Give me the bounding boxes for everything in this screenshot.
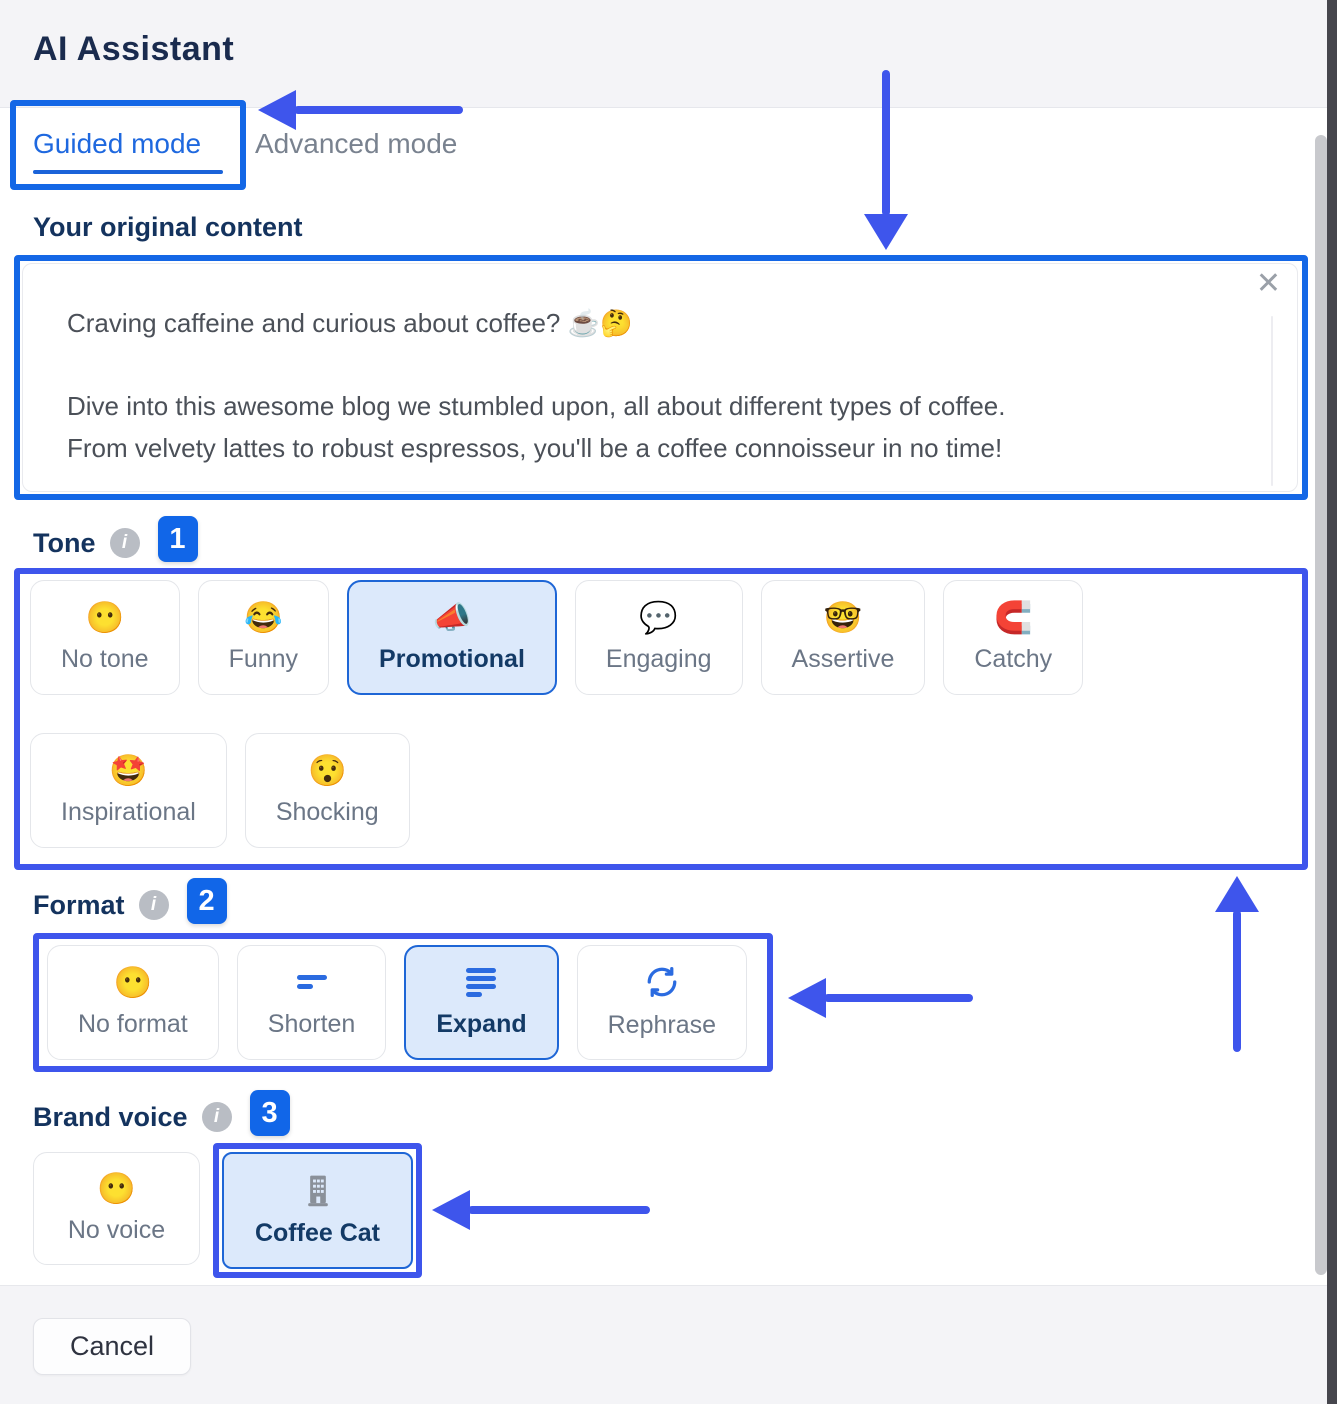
megaphone-icon: 📣 bbox=[432, 599, 472, 635]
tone-option-assertive[interactable]: 🤓 Assertive bbox=[760, 580, 926, 695]
modal-footer: Cancel bbox=[0, 1285, 1327, 1404]
annotation-arrow-tone bbox=[1233, 910, 1241, 1052]
original-content-box: ✕ Craving caffeine and curious about cof… bbox=[14, 255, 1308, 500]
tab-guided-mode[interactable]: Guided mode bbox=[33, 128, 202, 159]
modal-header: AI Assistant bbox=[0, 0, 1327, 108]
original-content-text: Craving caffeine and curious about coffe… bbox=[67, 302, 1197, 469]
face-without-mouth-icon: 😶 bbox=[97, 1170, 136, 1206]
textarea-scrollbar[interactable] bbox=[1271, 316, 1273, 486]
office-building-icon bbox=[302, 1173, 334, 1207]
tone-options-row-1: 😶 No tone 😂 Funny 📣 Promotional 💬 Engagi… bbox=[30, 580, 1084, 695]
brand-voice-label: Brand voice bbox=[33, 1101, 188, 1132]
refresh-arrows-icon bbox=[645, 965, 679, 999]
tone-option-funny[interactable]: 😂 Funny bbox=[197, 580, 330, 695]
brand-voice-option-label: No voice bbox=[67, 1215, 166, 1244]
annotation-arrow-guided-tab bbox=[294, 106, 463, 114]
tone-option-label: Funny bbox=[228, 644, 299, 673]
annotation-arrow-guided-tab-head bbox=[258, 90, 296, 130]
tone-option-label: No tone bbox=[61, 644, 149, 673]
tab-advanced-mode[interactable]: Advanced mode bbox=[255, 128, 458, 159]
speech-balloon-icon: 💬 bbox=[639, 599, 679, 635]
brand-voice-option-no-voice[interactable]: 😶 No voice bbox=[33, 1152, 200, 1265]
face-without-mouth-icon: 😶 bbox=[113, 964, 153, 1000]
format-option-label: Rephrase bbox=[607, 1011, 717, 1039]
brand-voice-option-coffee-cat[interactable]: Coffee Cat bbox=[222, 1152, 413, 1269]
tone-options-row-2: 🤩 Inspirational 😯 Shocking bbox=[30, 733, 410, 848]
annotation-arrow-content-head bbox=[864, 214, 908, 250]
annotation-box-format: 😶 No format Shorten Expand bbox=[33, 933, 773, 1072]
face-without-mouth-icon: 😶 bbox=[85, 599, 125, 635]
tone-info-icon[interactable]: i bbox=[109, 528, 140, 558]
tone-option-engaging[interactable]: 💬 Engaging bbox=[574, 580, 743, 695]
tone-option-label: Promotional bbox=[379, 644, 525, 673]
tone-option-label: Engaging bbox=[605, 644, 712, 673]
scrollbar-thumb[interactable] bbox=[1315, 135, 1327, 1275]
format-option-shorten[interactable]: Shorten bbox=[236, 945, 387, 1060]
content-line: From velvety lattes to robust espressos,… bbox=[67, 433, 1003, 463]
format-option-no-format[interactable]: 😶 No format bbox=[47, 945, 219, 1060]
tone-option-label: Shocking bbox=[275, 797, 379, 826]
format-info-icon[interactable]: i bbox=[138, 890, 169, 920]
expand-lines-icon bbox=[466, 967, 497, 998]
tone-section-header: Tone i 1 bbox=[33, 516, 198, 566]
original-content-textarea[interactable]: ✕ Craving caffeine and curious about cof… bbox=[22, 263, 1298, 492]
nerd-face-icon: 🤓 bbox=[823, 599, 863, 635]
format-section-header: Format i 2 bbox=[33, 878, 227, 928]
step-badge-1: 1 bbox=[157, 516, 198, 562]
surprised-face-icon: 😯 bbox=[307, 752, 347, 788]
page-edge-backdrop bbox=[1327, 0, 1337, 1404]
step-badge-3: 3 bbox=[249, 1090, 290, 1136]
tone-option-label: Inspirational bbox=[61, 797, 196, 826]
step-badge-2: 2 bbox=[186, 878, 227, 924]
format-option-label: Expand bbox=[436, 1009, 527, 1038]
format-option-label: Shorten bbox=[267, 1009, 356, 1038]
annotation-box-coffee-cat: Coffee Cat bbox=[213, 1143, 422, 1278]
brand-voice-section-header: Brand voice i 3 bbox=[33, 1090, 290, 1140]
tone-option-shocking[interactable]: 😯 Shocking bbox=[244, 733, 410, 848]
annotation-arrow-format bbox=[824, 994, 973, 1002]
tone-label: Tone bbox=[33, 527, 96, 558]
tone-option-catchy[interactable]: 🧲 Catchy bbox=[943, 580, 1084, 695]
star-struck-face-icon: 🤩 bbox=[109, 752, 148, 788]
tone-option-promotional[interactable]: 📣 Promotional bbox=[347, 580, 557, 695]
content-line: Dive into this awesome blog we stumbled … bbox=[67, 391, 1006, 421]
content-line: Craving caffeine and curious about coffe… bbox=[67, 308, 633, 338]
tone-option-label: Catchy bbox=[974, 644, 1053, 673]
brand-voice-option-label: Coffee Cat bbox=[254, 1219, 380, 1247]
annotation-arrow-tone-head bbox=[1215, 876, 1259, 912]
tone-option-no-tone[interactable]: 😶 No tone bbox=[30, 580, 180, 695]
annotation-box-tone: 😶 No tone 😂 Funny 📣 Promotional 💬 Engagi… bbox=[14, 568, 1308, 870]
shorten-lines-icon bbox=[296, 967, 327, 998]
tone-option-label: Assertive bbox=[791, 644, 895, 673]
annotation-arrow-coffee-cat bbox=[468, 1206, 650, 1214]
format-option-rephrase[interactable]: Rephrase bbox=[576, 945, 748, 1060]
page-title: AI Assistant bbox=[33, 30, 235, 68]
brand-voice-info-icon[interactable]: i bbox=[201, 1102, 232, 1132]
magnet-icon: 🧲 bbox=[993, 599, 1033, 635]
laughing-face-icon: 😂 bbox=[244, 599, 283, 635]
format-option-label: No format bbox=[78, 1009, 188, 1038]
active-tab-underline bbox=[33, 170, 223, 174]
original-content-label: Your original content bbox=[33, 212, 303, 242]
cancel-button[interactable]: Cancel bbox=[33, 1318, 192, 1375]
format-option-expand[interactable]: Expand bbox=[404, 945, 559, 1060]
original-content-header: Your original content bbox=[33, 212, 303, 243]
format-options-row: 😶 No format Shorten Expand bbox=[47, 945, 748, 1060]
format-label: Format bbox=[33, 889, 125, 920]
close-icon[interactable]: ✕ bbox=[1255, 267, 1281, 300]
annotation-arrow-format-head bbox=[788, 978, 826, 1018]
annotation-arrow-coffee-cat-head bbox=[432, 1190, 470, 1230]
tone-option-inspirational[interactable]: 🤩 Inspirational bbox=[30, 733, 227, 848]
annotation-arrow-content bbox=[882, 70, 890, 216]
